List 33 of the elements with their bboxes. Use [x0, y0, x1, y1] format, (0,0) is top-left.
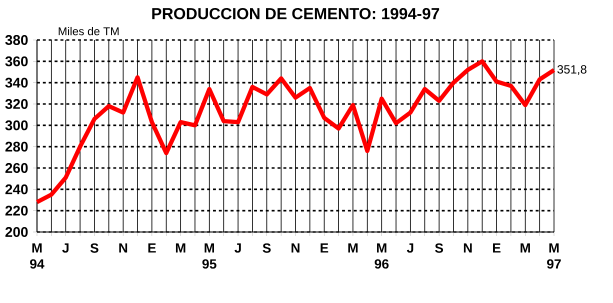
x-tick-label: E [320, 243, 328, 253]
x-tick-label: J [234, 243, 241, 253]
x-tick-label: E [148, 243, 156, 253]
x-tick-label: S [262, 243, 271, 253]
x-tick-label: S [435, 243, 444, 253]
x-tick-label: N [119, 243, 128, 253]
x-tick-label: N [292, 243, 300, 253]
y-tick-label: 380 [5, 35, 28, 45]
y-tick-label: 200 [5, 227, 28, 237]
x-tick-label: M [520, 243, 530, 253]
chart-title: PRODUCCION DE CEMENTO: 1994-97 [152, 8, 440, 20]
x-tick-label: J [406, 243, 414, 253]
x-tick-label: M [176, 243, 186, 253]
y-tick-label: 360 [5, 56, 28, 66]
y-tick-label: 340 [5, 78, 28, 88]
y-tick-label: 320 [5, 99, 28, 109]
x-tick-label: M 97 [547, 243, 561, 269]
y-tick-label: 300 [5, 120, 28, 130]
x-tick-label: J [62, 243, 69, 253]
y-tick-label: 260 [5, 163, 28, 173]
y-tick-label: 220 [5, 206, 28, 216]
y-tick-label: 240 [5, 184, 28, 194]
x-tick-label: M [348, 243, 358, 253]
x-tick-label: S [90, 243, 98, 253]
x-tick-label: E [493, 243, 500, 253]
annotation: 351,8 [557, 65, 586, 76]
x-tick-label: M 94 [30, 243, 44, 269]
line-series [34, 59, 556, 204]
x-tick-label: N [464, 243, 472, 253]
x-tick-label: M 96 [374, 243, 389, 269]
y-tick-label: 280 [5, 142, 28, 152]
y-axis-title: Miles de TM [58, 26, 119, 36]
x-tick-label: M 95 [202, 243, 216, 269]
